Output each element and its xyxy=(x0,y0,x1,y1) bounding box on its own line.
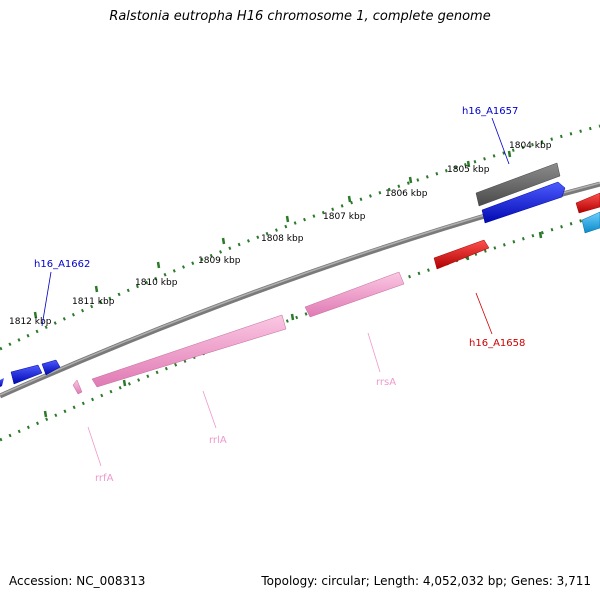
gene-red-edge[interactable] xyxy=(575,192,600,214)
tick-label: 1809 kbp xyxy=(198,256,241,266)
label-h16-A1658: h16_A1658 xyxy=(469,338,525,349)
tick-mark xyxy=(538,231,543,239)
rna-rrfA[interactable] xyxy=(72,379,83,395)
tick-mark xyxy=(221,237,226,245)
inner-scale-ring xyxy=(0,213,600,442)
tick-label: 1811 kbp xyxy=(72,297,115,307)
tick-mark xyxy=(43,410,48,418)
tick-label: 1812 kbp xyxy=(9,317,52,327)
label-rrfA: rrfA xyxy=(95,473,114,484)
gene-blue-upper[interactable] xyxy=(481,181,566,224)
tick-label: 1806 kbp xyxy=(385,189,428,199)
tick-label: 1810 kbp xyxy=(135,278,178,288)
genome-summary-text: Topology: circular; Length: 4,052,032 bp… xyxy=(261,574,591,588)
tick-label: 1805 kbp xyxy=(447,165,490,175)
gene-h16-A1658[interactable] xyxy=(433,239,490,270)
gene-blue-edge[interactable] xyxy=(0,378,4,387)
tick-mark xyxy=(94,285,99,293)
tick-mark xyxy=(347,195,352,203)
tick-mark xyxy=(122,379,127,387)
leader-rrlA xyxy=(202,390,217,429)
rna-rrsA[interactable] xyxy=(304,271,405,318)
gene-cyan-edge[interactable] xyxy=(581,211,600,234)
label-h16-A1657: h16_A1657 xyxy=(462,106,518,117)
leader-h16-A1658 xyxy=(475,292,493,335)
chromosome-backbone xyxy=(0,181,600,399)
map-title: Ralstonia eutropha H16 chromosome 1, com… xyxy=(109,9,491,24)
accession-text: Accession: NC_008313 xyxy=(9,574,146,588)
label-rrsA: rrsA xyxy=(376,377,396,388)
tick-mark xyxy=(33,311,38,319)
rna-rrlA[interactable] xyxy=(91,314,287,388)
tick-label: 1807 kbp xyxy=(323,212,366,222)
tick-mark xyxy=(290,313,295,321)
tick-mark xyxy=(285,215,290,223)
leader-rrfA xyxy=(87,426,102,467)
leader-rrsA xyxy=(367,332,381,373)
tick-mark xyxy=(408,176,413,184)
gene-blue-left[interactable] xyxy=(10,364,43,385)
tick-label: 1804 kbp xyxy=(509,141,552,151)
leader-h16-A1657 xyxy=(491,117,510,165)
tick-mark xyxy=(507,150,512,158)
inner-ticks xyxy=(43,231,543,418)
gene-h16-A1662[interactable] xyxy=(41,359,61,376)
tick-label: 1808 kbp xyxy=(261,234,304,244)
label-h16-A1662: h16_A1662 xyxy=(34,259,90,270)
tick-mark xyxy=(466,160,471,168)
label-rrlA: rrlA xyxy=(209,435,227,446)
leader-h16-A1662 xyxy=(41,271,52,327)
gene-h16-A1657[interactable] xyxy=(475,162,561,207)
tick-mark xyxy=(156,261,161,269)
major-ticks xyxy=(33,150,512,319)
